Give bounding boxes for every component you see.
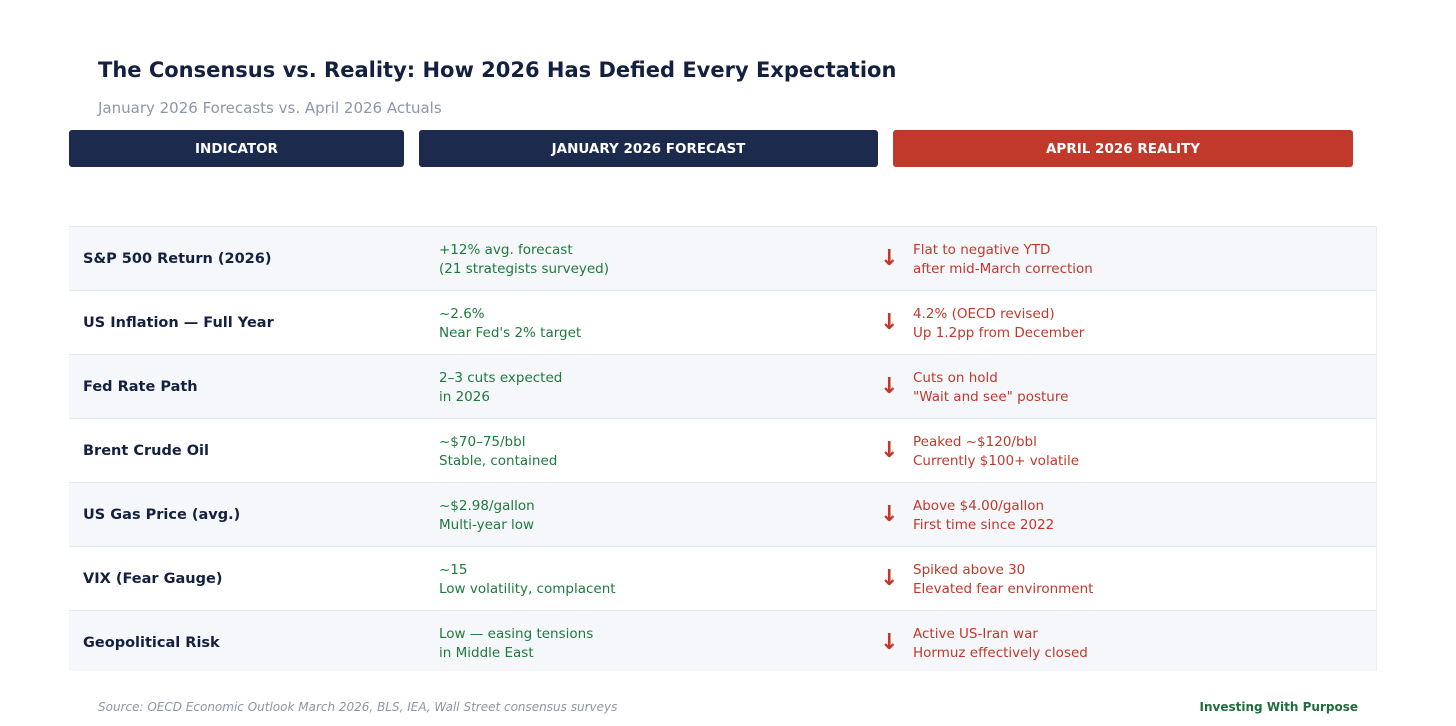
reality-line: Flat to negative YTD xyxy=(913,242,1051,258)
reality-line: First time since 2022 xyxy=(913,517,1055,533)
source-note: Source: OECD Economic Outlook March 2026… xyxy=(98,700,618,714)
reality-line: after mid-March correction xyxy=(913,261,1093,277)
table-row: Geopolitical Risk Low — easing tensions … xyxy=(69,610,1376,671)
forecast-cell: ~15 Low volatility, complacent xyxy=(439,561,616,599)
forecast-line: in Middle East xyxy=(439,645,534,661)
reality-line: Up 1.2pp from December xyxy=(913,325,1085,341)
forecast-line: 2–3 cuts expected xyxy=(439,370,563,386)
table-row: VIX (Fear Gauge) ~15 Low volatility, com… xyxy=(69,546,1376,610)
arrow-down-icon: ↓ xyxy=(880,310,899,335)
indicator-cell: VIX (Fear Gauge) xyxy=(83,570,223,587)
forecast-line: (21 strategists surveyed) xyxy=(439,261,610,277)
arrow-down-icon: ↓ xyxy=(880,630,899,655)
indicator-cell: Geopolitical Risk xyxy=(83,634,220,651)
table-row: US Inflation — Full Year ~2.6% Near Fed'… xyxy=(69,290,1376,354)
reality-line: Hormuz effectively closed xyxy=(913,645,1088,661)
forecast-line: +12% avg. forecast xyxy=(439,242,573,258)
reality-cell: Above $4.00/gallon First time since 2022 xyxy=(913,497,1054,535)
forecast-line: Low volatility, complacent xyxy=(439,581,616,597)
forecast-line: ~2.6% xyxy=(439,306,485,322)
table-row: S&P 500 Return (2026) +12% avg. forecast… xyxy=(69,226,1376,290)
indicator-cell: Brent Crude Oil xyxy=(83,442,209,459)
reality-cell: Cuts on hold "Wait and see" posture xyxy=(913,369,1068,407)
reality-line: 4.2% (OECD revised) xyxy=(913,306,1055,322)
table-row: US Gas Price (avg.) ~$2.98/gallon Multi-… xyxy=(69,482,1376,546)
forecast-line: Low — easing tensions xyxy=(439,626,594,642)
reality-line: Active US-Iran war xyxy=(913,626,1038,642)
table-row: Brent Crude Oil ~$70–75/bbl Stable, cont… xyxy=(69,418,1376,482)
forecast-cell: ~$2.98/gallon Multi-year low xyxy=(439,497,535,535)
forecast-cell: Low — easing tensions in Middle East xyxy=(439,625,593,663)
indicator-cell: S&P 500 Return (2026) xyxy=(83,250,272,267)
indicator-cell: US Inflation — Full Year xyxy=(83,314,274,331)
reality-line: Peaked ~$120/bbl xyxy=(913,434,1037,450)
page-title: The Consensus vs. Reality: How 2026 Has … xyxy=(98,58,897,82)
reality-cell: Flat to negative YTD after mid-March cor… xyxy=(913,241,1093,279)
forecast-cell: ~$70–75/bbl Stable, contained xyxy=(439,433,557,471)
arrow-down-icon: ↓ xyxy=(880,246,899,271)
reality-cell: Peaked ~$120/bbl Currently $100+ volatil… xyxy=(913,433,1079,471)
page-subtitle: January 2026 Forecasts vs. April 2026 Ac… xyxy=(98,99,442,117)
forecast-cell: +12% avg. forecast (21 strategists surve… xyxy=(439,241,609,279)
reality-cell: Spiked above 30 Elevated fear environmen… xyxy=(913,561,1093,599)
forecast-line: ~$2.98/gallon xyxy=(439,498,535,514)
reality-line: Spiked above 30 xyxy=(913,562,1026,578)
header-indicator: INDICATOR xyxy=(69,130,404,167)
brand-label: Investing With Purpose xyxy=(1199,700,1358,714)
reality-line: Above $4.00/gallon xyxy=(913,498,1045,514)
reality-line: Currently $100+ volatile xyxy=(913,453,1080,469)
forecast-line: ~15 xyxy=(439,562,468,578)
arrow-down-icon: ↓ xyxy=(880,502,899,527)
forecast-line: in 2026 xyxy=(439,389,490,405)
reality-line: Cuts on hold xyxy=(913,370,998,386)
forecast-line: Near Fed's 2% target xyxy=(439,325,582,341)
header-forecast: JANUARY 2026 FORECAST xyxy=(419,130,878,167)
arrow-down-icon: ↓ xyxy=(880,438,899,463)
forecast-line: ~$70–75/bbl xyxy=(439,434,526,450)
indicator-cell: US Gas Price (avg.) xyxy=(83,506,241,523)
reality-cell: Active US-Iran war Hormuz effectively cl… xyxy=(913,625,1088,663)
reality-line: Elevated fear environment xyxy=(913,581,1094,597)
table-row: Fed Rate Path 2–3 cuts expected in 2026 … xyxy=(69,354,1376,418)
forecast-cell: 2–3 cuts expected in 2026 xyxy=(439,369,562,407)
forecast-line: Multi-year low xyxy=(439,517,535,533)
arrow-down-icon: ↓ xyxy=(880,374,899,399)
forecast-line: Stable, contained xyxy=(439,453,558,469)
comparison-table: S&P 500 Return (2026) +12% avg. forecast… xyxy=(69,226,1377,671)
indicator-cell: Fed Rate Path xyxy=(83,378,198,395)
forecast-cell: ~2.6% Near Fed's 2% target xyxy=(439,305,581,343)
header-reality: APRIL 2026 REALITY xyxy=(893,130,1353,167)
reality-line: "Wait and see" posture xyxy=(913,389,1069,405)
reality-cell: 4.2% (OECD revised) Up 1.2pp from Decemb… xyxy=(913,305,1084,343)
arrow-down-icon: ↓ xyxy=(880,566,899,591)
